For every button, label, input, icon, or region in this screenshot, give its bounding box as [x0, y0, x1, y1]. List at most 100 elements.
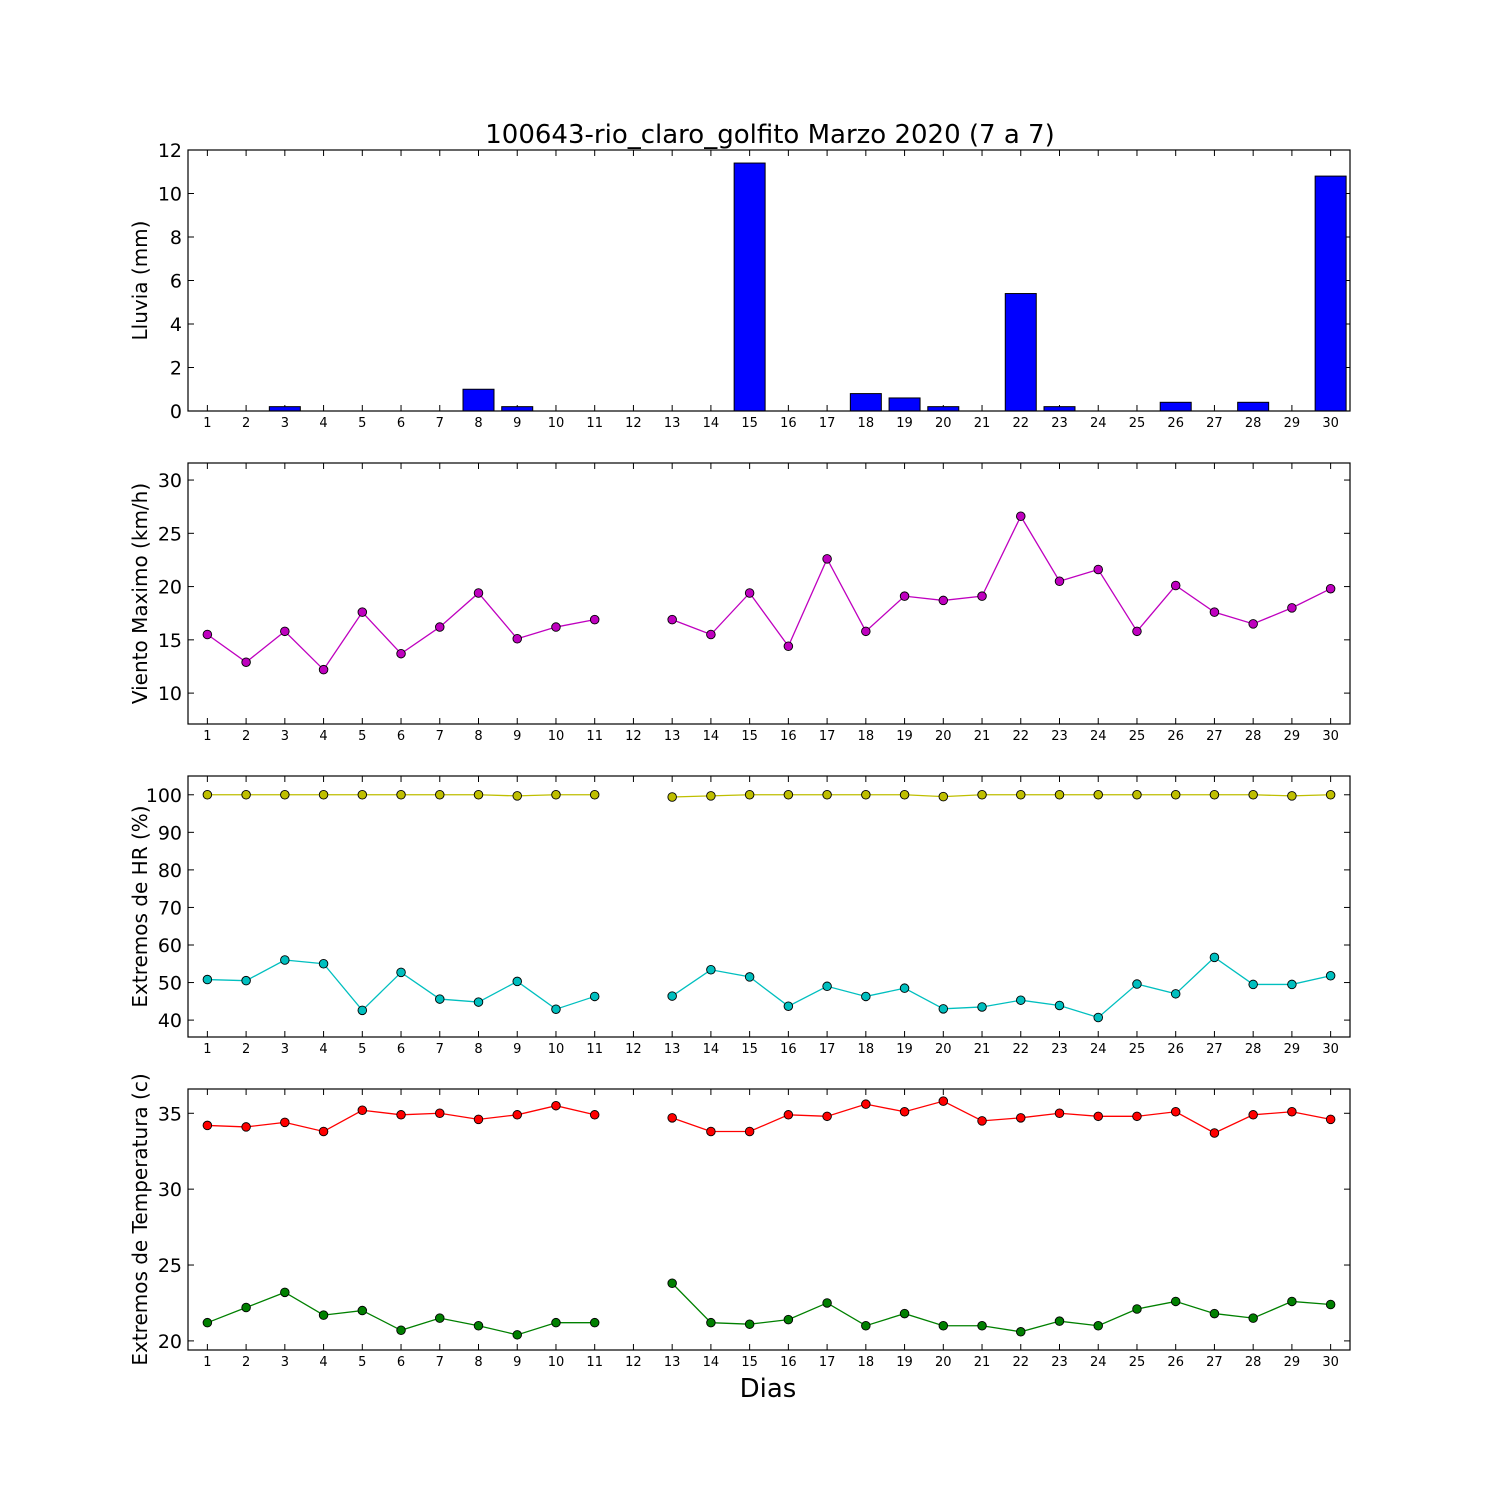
x-tick-label: 4	[319, 1355, 327, 1370]
axes-frame	[187, 149, 1351, 412]
x-tick-label: 21	[974, 729, 991, 744]
y-axis-label: Viento Maximo (km/h)	[128, 483, 152, 704]
y-tick-label: 2	[170, 358, 182, 380]
x-tick-label: 3	[281, 1355, 289, 1370]
x-tick-label: 15	[741, 1042, 758, 1057]
series-1-point	[1248, 1110, 1258, 1120]
bar-day-26	[1159, 401, 1192, 412]
series-2-point	[241, 975, 251, 986]
x-tick-label: 28	[1245, 1355, 1262, 1370]
x-tick-label: 1	[203, 416, 211, 431]
series-1-point	[202, 629, 213, 640]
x-tick-label: 12	[625, 729, 642, 744]
series-1-point	[977, 790, 987, 800]
x-tick-label: 12	[625, 1042, 642, 1057]
x-tick-label: 24	[1090, 1355, 1107, 1370]
x-tick-label: 29	[1284, 1355, 1301, 1370]
series-1-point	[1170, 790, 1181, 800]
bar-day-20	[927, 406, 960, 412]
series-1-point	[1054, 1108, 1065, 1119]
x-tick-label: 4	[319, 1042, 327, 1057]
series-2-point	[667, 1278, 677, 1288]
x-tick-label: 20	[935, 1042, 952, 1057]
series-2-point	[202, 974, 213, 985]
x-tick-label: 2	[242, 1355, 250, 1370]
series-1-point	[512, 634, 522, 644]
x-tick-label: 11	[586, 1042, 603, 1057]
x-tick-label: 21	[974, 1042, 991, 1057]
series-1-point	[822, 790, 832, 800]
series-1-point	[435, 622, 445, 632]
series-2-point	[396, 1325, 406, 1336]
y-tick-label: 20	[158, 1331, 182, 1353]
series-2-point	[1093, 1320, 1103, 1331]
series-1-point	[1325, 1114, 1336, 1125]
x-tick-label: 22	[1012, 729, 1029, 744]
x-tick-label: 10	[548, 729, 565, 744]
x-tick-label: 13	[664, 729, 681, 744]
series-1-point	[357, 790, 368, 800]
series-1-point	[589, 790, 600, 800]
series-2-point	[744, 972, 755, 982]
series-1-point	[783, 790, 794, 800]
y-axis-label: Extremos de Temperatura (c)	[128, 1073, 152, 1365]
series-1-point	[977, 591, 987, 601]
x-tick-label: 2	[242, 1042, 250, 1057]
x-tick-label: 27	[1206, 729, 1223, 744]
series-2-point	[1248, 1313, 1258, 1323]
series-1-point	[744, 588, 755, 598]
y-tick-label: 10	[158, 184, 182, 206]
series-2-point	[1054, 1316, 1065, 1326]
x-tick-label: 21	[974, 416, 991, 431]
series-1-point	[551, 790, 561, 800]
series-2-point	[706, 1317, 716, 1328]
series-1-point	[473, 588, 484, 598]
x-tick-label: 15	[741, 729, 758, 744]
x-tick-label: 25	[1129, 416, 1146, 431]
series-1-point	[822, 554, 832, 564]
series-1-point	[1248, 619, 1258, 629]
series-1-point	[977, 1116, 987, 1126]
series-2-point	[822, 1298, 832, 1308]
series-1-point	[861, 626, 871, 637]
series-2-point	[1325, 1299, 1336, 1310]
bar-day-18	[849, 393, 882, 412]
x-tick-label: 30	[1322, 1042, 1339, 1057]
series-2-point	[1248, 979, 1258, 990]
x-tick-label: 4	[319, 729, 327, 744]
series-2-point	[473, 1320, 484, 1331]
x-tick-label: 24	[1090, 416, 1107, 431]
x-tick-label: 16	[780, 1355, 797, 1370]
series-2-point	[822, 981, 832, 992]
bar-day-8	[462, 388, 495, 412]
x-tick-label: 26	[1167, 416, 1184, 431]
series-2-point	[512, 976, 522, 987]
series-1-point	[396, 648, 406, 659]
bar-day-9	[501, 406, 534, 412]
series-2-point	[899, 983, 910, 993]
x-tick-label: 16	[780, 1042, 797, 1057]
x-tick-label: 8	[474, 1355, 482, 1370]
series-2-point	[1016, 1327, 1026, 1337]
x-tick-label: 24	[1090, 1042, 1107, 1057]
series-2-point	[744, 1319, 755, 1329]
series-1-point	[318, 1126, 329, 1137]
series-1-point	[667, 614, 677, 625]
series-1-point	[318, 664, 329, 675]
series-1-point	[1132, 626, 1142, 637]
x-tick-label: 16	[780, 729, 797, 744]
x-tick-label: 7	[436, 416, 444, 431]
series-1-point	[357, 1105, 368, 1115]
series-1-line	[672, 794, 1331, 798]
series-1-point	[744, 790, 755, 800]
x-tick-label: 6	[397, 1355, 405, 1370]
series-2-point	[899, 1308, 910, 1319]
x-tick-label: 10	[548, 416, 565, 431]
series-1-point	[1016, 511, 1026, 522]
series-1-point	[435, 790, 445, 800]
y-tick-label: 30	[158, 470, 182, 492]
y-tick-label: 100	[146, 785, 182, 807]
series-1-point	[899, 591, 910, 601]
x-tick-label: 14	[703, 729, 720, 744]
